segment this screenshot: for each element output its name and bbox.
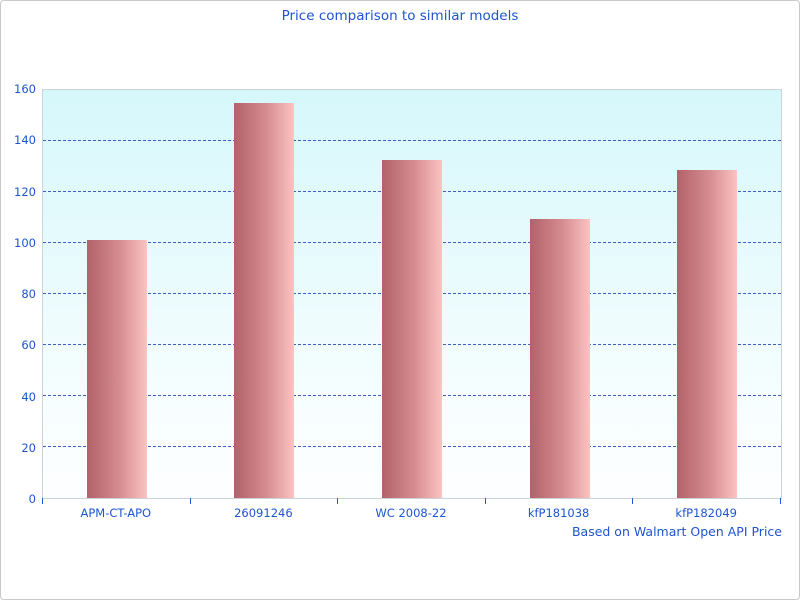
x-axis-tick-3 (484, 498, 486, 504)
x-axis-tick-0 (42, 498, 43, 504)
y-tick-label-40: 40 (21, 389, 36, 404)
y-tick-label-100: 100 (14, 235, 36, 250)
y-tick-label-160: 160 (14, 82, 36, 96)
x-tick-label-kfP182049: kfP182049 (675, 506, 737, 520)
bar-WC 2008-22 (382, 160, 442, 498)
x-tick-label-APM-CT-APO: APM-CT-APO (80, 506, 152, 520)
y-tick-label-120: 120 (14, 184, 36, 199)
gridline-140 (43, 140, 781, 141)
bar-26091246 (234, 102, 295, 498)
y-tick-label-140: 140 (14, 133, 36, 148)
footer-note: Based on Walmart Open API Price (571, 524, 782, 539)
y-axis-labels: 0 20 40 60 80 100 120 140 160 (1, 82, 36, 506)
y-tick-label-80: 80 (21, 287, 36, 301)
bar-APM-CT-APO (86, 240, 147, 498)
x-axis-tick-2 (337, 498, 339, 504)
bar-kfP182049 (677, 170, 738, 498)
x-axis-tick-1 (189, 498, 191, 504)
x-axis-labels: APM-CT-APO 26091246 WC 2008-22 kfP181038 kfP… (42, 506, 782, 522)
x-axis-tick-4 (632, 498, 634, 504)
plot-area (42, 89, 782, 499)
bar-kfP181038 (529, 218, 590, 498)
y-tick-label-20: 20 (21, 440, 36, 455)
x-tick-label-26091246: 26091246 (234, 506, 293, 520)
y-tick-label-0: 0 (28, 492, 36, 506)
x-tick-label-kfP181038: kfP181038 (527, 506, 590, 520)
chart-title: Price comparison to similar models (281, 8, 519, 24)
x-axis-tick-5 (780, 498, 781, 504)
y-tick-label-60: 60 (21, 338, 36, 353)
x-tick-label-WC 2008-22: WC 2008-22 (375, 506, 447, 520)
